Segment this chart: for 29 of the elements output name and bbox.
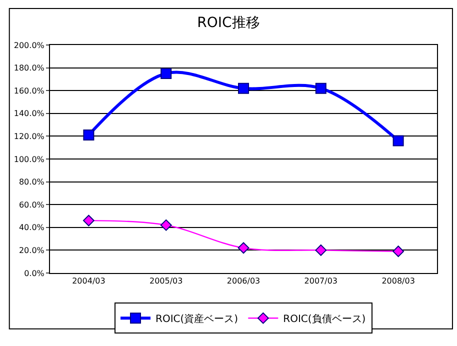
y-tick-label: 80.0%: [18, 178, 45, 187]
point: [392, 246, 404, 258]
x-tick-label: 2004/03: [72, 276, 106, 286]
legend-label: ROIC(負債ベース): [283, 313, 366, 326]
y-tick-label: 100.0%: [14, 154, 45, 164]
y-tick-label: 0.0%: [24, 268, 45, 278]
y-tick-label: 20.0%: [18, 246, 45, 255]
y-tick-label: 200.0%: [14, 40, 45, 50]
x-tick-label: 2006/03: [226, 276, 260, 286]
point: [238, 242, 250, 254]
y-tick-label: 60.0%: [18, 200, 45, 210]
legend-label: ROIC(資産ベース): [156, 313, 238, 326]
point: [160, 68, 172, 79]
y-tick-label: 40.0%: [18, 223, 45, 232]
x-tick-label: 2007/03: [304, 276, 338, 286]
x-tick-label: 2008/03: [382, 276, 415, 286]
point: [160, 219, 172, 231]
point: [315, 82, 326, 94]
y-tick-label: 120.0%: [14, 132, 45, 141]
point: [83, 214, 94, 226]
point: [238, 82, 249, 94]
y-tick-label: 160.0%: [14, 86, 45, 96]
y-tick-label: 180.0%: [14, 64, 45, 73]
y-tick-label: 140.0%: [14, 109, 45, 118]
chart-title: ROIC推移: [197, 15, 260, 32]
point: [83, 130, 94, 141]
point: [392, 135, 404, 146]
x-tick-label: 2005/03: [149, 276, 183, 286]
point: [315, 244, 327, 256]
